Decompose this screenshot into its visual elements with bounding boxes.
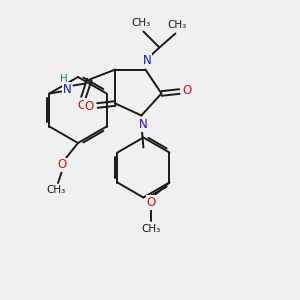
Text: O: O [78,99,87,112]
Text: O: O [85,100,94,113]
Text: CH₃: CH₃ [132,17,151,28]
Text: N: N [143,54,152,67]
Text: H: H [59,74,67,83]
Text: N: N [139,118,148,131]
Text: O: O [183,84,192,97]
Text: O: O [147,196,156,209]
Text: N: N [63,83,72,96]
Text: CH₃: CH₃ [168,20,187,29]
Text: CH₃: CH₃ [46,185,66,195]
Text: O: O [57,158,67,172]
Text: CH₃: CH₃ [142,224,161,233]
